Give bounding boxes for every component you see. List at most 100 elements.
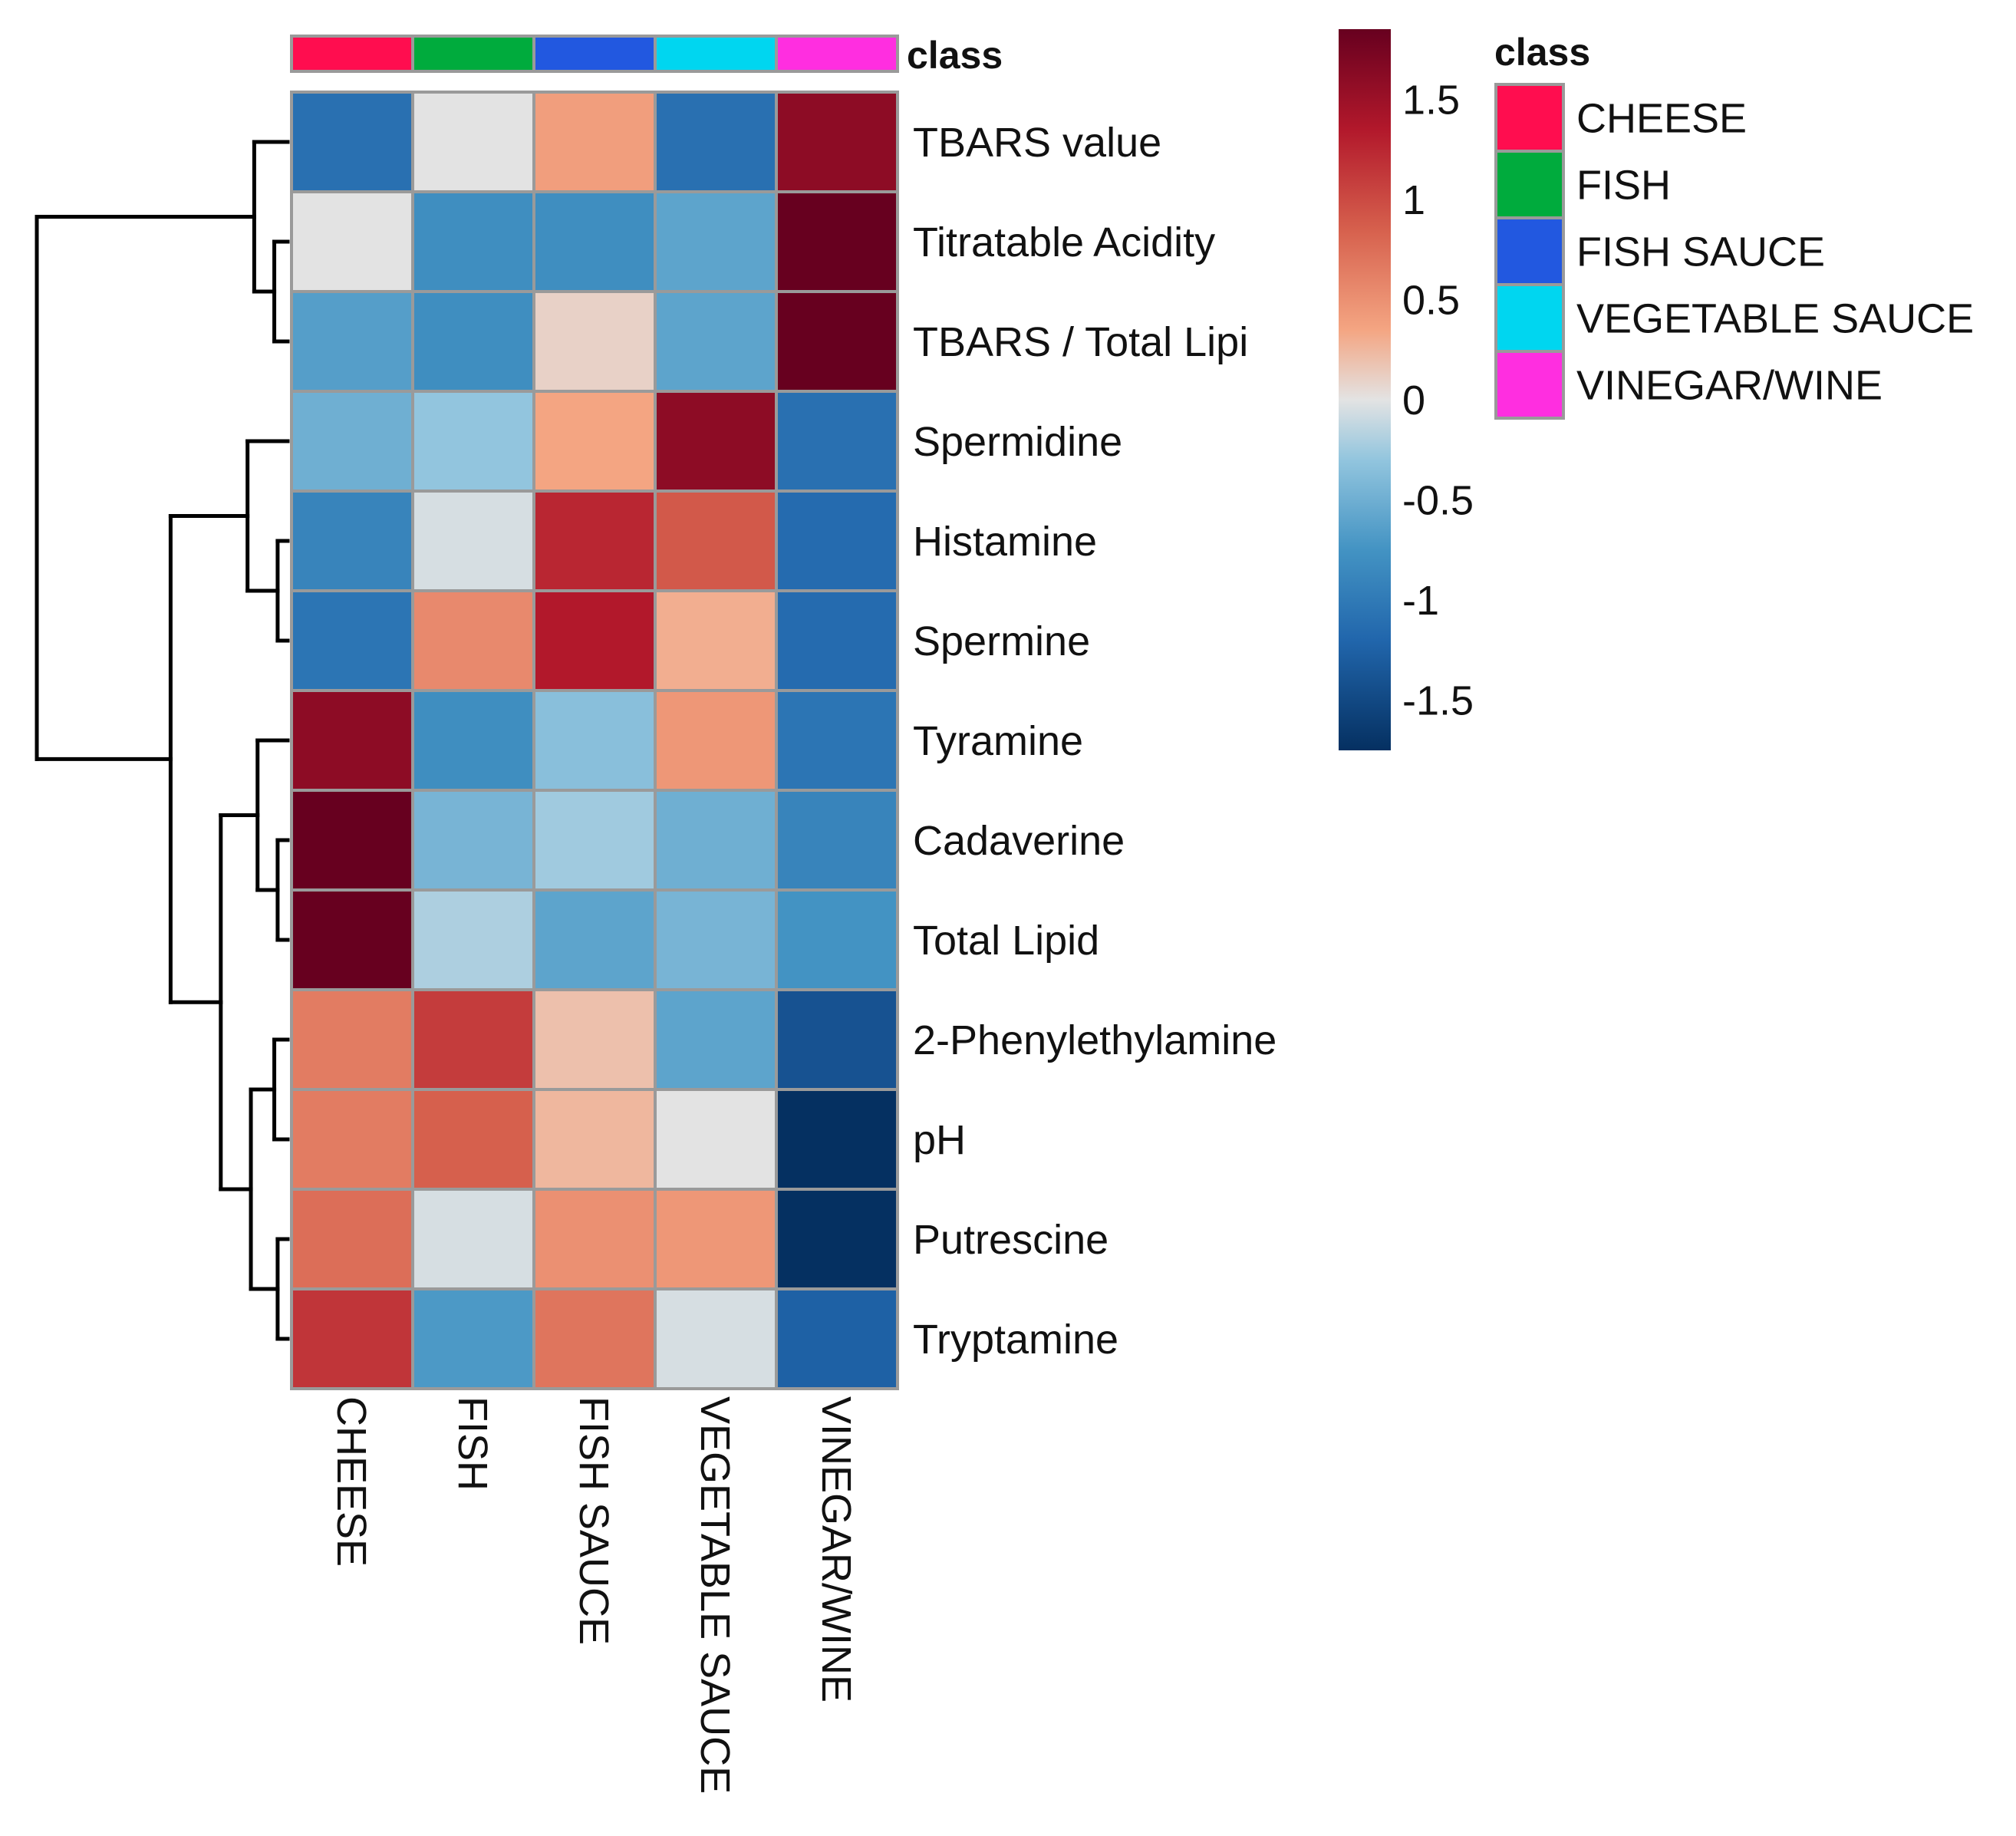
- heatmap-cell: [775, 91, 899, 193]
- heatmap-cell: [411, 589, 535, 692]
- legend-title: class: [1494, 31, 1590, 74]
- column-label: FISH: [450, 1396, 496, 1491]
- legend-swatch: [1494, 83, 1565, 153]
- colorbar-tick-label: 0.5: [1402, 278, 1460, 324]
- heatmap-cell: [775, 1088, 899, 1191]
- heatmap-cell: [532, 789, 657, 892]
- heatmap-cell: [290, 1088, 414, 1191]
- heatmap-cell: [411, 91, 535, 193]
- heatmap-cell: [532, 988, 657, 1091]
- annotation-title: class: [907, 34, 1003, 77]
- heatmap-cell: [775, 489, 899, 592]
- row-label: pH: [913, 1117, 966, 1163]
- heatmap-cell: [290, 489, 414, 592]
- heatmap-cell: [654, 689, 778, 792]
- column-label: VINEGAR/WINE: [813, 1396, 859, 1703]
- heatmap-cell: [411, 689, 535, 792]
- heatmap-cell: [290, 988, 414, 1091]
- heatmap-cell: [290, 91, 414, 193]
- heatmap-cell: [775, 1287, 899, 1390]
- class-legend: CHEESE FISH FISH SAUCE VEGETABLE SAUCE VINEG…: [1494, 83, 1974, 420]
- heatmap-cell: [654, 1088, 778, 1191]
- heatmap-cell: [654, 988, 778, 1091]
- heatmap-cell: [775, 589, 899, 692]
- heatmap-cell: [654, 190, 778, 293]
- heatmap-cell: [411, 390, 535, 493]
- heatmap-cell: [532, 489, 657, 592]
- legend-label: FISH SAUCE: [1576, 229, 1825, 275]
- colorbar-tick-label: -1.5: [1402, 678, 1474, 724]
- heatmap-cell: [532, 1188, 657, 1290]
- class-annotation-bar: [290, 35, 899, 73]
- column-label: CHEESE: [328, 1396, 374, 1567]
- colorbar-tick-label: -1: [1402, 578, 1439, 624]
- row-label: Histamine: [913, 519, 1097, 565]
- column-label: FISH SAUCE: [571, 1396, 617, 1645]
- heatmap-cell: [290, 589, 414, 692]
- colorbar-tick-label: 1: [1402, 177, 1425, 223]
- heatmap-cell: [654, 489, 778, 592]
- colorbar-tick-label: 1.5: [1402, 77, 1460, 123]
- heatmap-cell: [775, 789, 899, 892]
- heatmap-cell: [290, 1188, 414, 1290]
- row-label: Total Lipid: [913, 918, 1099, 964]
- heatmap-cell: [290, 888, 414, 991]
- heatmap-cell: [654, 91, 778, 193]
- heatmap-cell: [290, 190, 414, 293]
- row-label: TBARS value: [913, 120, 1161, 166]
- heatmap-cell: [775, 988, 899, 1091]
- heatmap-cell: [290, 1287, 414, 1390]
- row-label: Titratable Acidity: [913, 219, 1215, 265]
- legend-label: CHEESE: [1576, 96, 1747, 142]
- legend-swatch: [1494, 150, 1565, 219]
- heatmap-cell: [411, 290, 535, 393]
- heatmap-cell: [290, 689, 414, 792]
- row-label: 2-Phenylethylamine: [913, 1017, 1276, 1063]
- heatmap-cell: [654, 390, 778, 493]
- legend-label: VEGETABLE SAUCE: [1576, 296, 1974, 342]
- legend-label: VINEGAR/WINE: [1576, 363, 1883, 409]
- colorbar: [1339, 29, 1391, 750]
- heatmap-cell: [775, 888, 899, 991]
- heatmap-cell: [532, 689, 657, 792]
- heatmap-cell: [290, 789, 414, 892]
- row-label: Putrescine: [913, 1217, 1108, 1263]
- column-labels: CHEESE FISH FISH SAUCE VEGETABLE SAUCE VINEG…: [328, 1396, 859, 1794]
- heatmap-cell: [411, 489, 535, 592]
- heatmap-cell: [411, 789, 535, 892]
- legend-label: FISH: [1576, 163, 1671, 209]
- heatmap-cell: [532, 589, 657, 692]
- heatmap-cell: [775, 290, 899, 393]
- annotation-cell: [411, 35, 535, 73]
- legend-swatch: [1494, 283, 1565, 353]
- heatmap-cell: [532, 91, 657, 193]
- heatmap-cell: [411, 1188, 535, 1290]
- row-labels: TBARS value Titratable Acidity TBARS / Tot…: [913, 120, 1276, 1363]
- heatmap-cell: [532, 888, 657, 991]
- row-label: Cadaverine: [913, 818, 1125, 864]
- legend-swatch: [1494, 216, 1565, 286]
- legend-swatch: [1494, 350, 1565, 420]
- heatmap-cell: [532, 190, 657, 293]
- row-dendrogram: [35, 140, 290, 1341]
- colorbar-ticks: 1.5 1 0.5 0 -0.5 -1 -1.5: [1402, 77, 1474, 724]
- heatmap-cell: [654, 888, 778, 991]
- heatmap-cell: [775, 689, 899, 792]
- row-label: Spermine: [913, 618, 1090, 664]
- heatmap-cell: [532, 390, 657, 493]
- colorbar-tick-label: -0.5: [1402, 478, 1474, 524]
- row-label: Spermidine: [913, 419, 1122, 465]
- heatmap-cell: [532, 290, 657, 393]
- heatmap-cell: [411, 1088, 535, 1191]
- heatmap-cell: [654, 789, 778, 892]
- annotation-cell: [532, 35, 657, 73]
- heatmap-cell: [532, 1088, 657, 1191]
- heatmap-cell: [775, 190, 899, 293]
- heatmap-cell: [654, 1287, 778, 1390]
- heatmap-cells: [290, 91, 899, 1390]
- colorbar-tick-label: 0: [1402, 377, 1425, 424]
- heatmap-cell: [532, 1287, 657, 1390]
- column-label: VEGETABLE SAUCE: [692, 1396, 738, 1794]
- annotation-cell: [654, 35, 778, 73]
